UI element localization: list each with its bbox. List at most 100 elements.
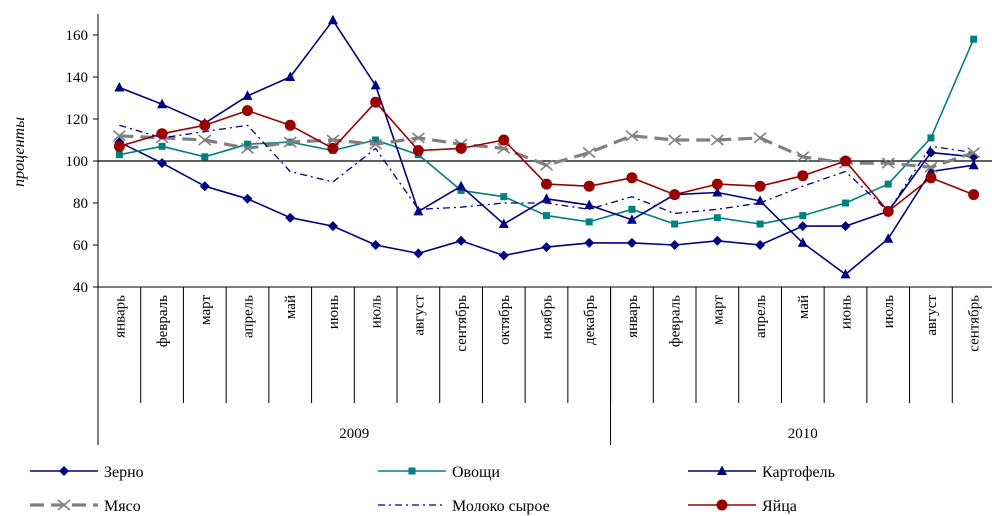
series-Овощи (115, 35, 978, 228)
x-tick-label: февраль (668, 295, 684, 347)
data-point (114, 82, 125, 92)
y-tick-label: 40 (73, 280, 88, 296)
data-point (539, 159, 554, 171)
data-point (541, 193, 552, 203)
series-Зерно (114, 137, 979, 261)
data-point (582, 146, 596, 159)
data-point (412, 145, 424, 156)
data-point (370, 79, 381, 90)
data-point (668, 134, 682, 146)
data-point (157, 98, 168, 109)
data-point (628, 205, 636, 213)
data-point (455, 142, 467, 154)
data-point (797, 170, 809, 182)
data-point (712, 187, 723, 197)
x-tick-label: январь (625, 295, 641, 338)
data-point (156, 128, 168, 140)
data-point (840, 155, 851, 167)
data-point (158, 142, 166, 150)
data-point (584, 237, 595, 248)
legend-marker (716, 499, 728, 511)
y-tick-label: 80 (73, 196, 88, 212)
data-point (244, 140, 251, 148)
data-point (201, 153, 209, 161)
x-tick-label: апрель (241, 295, 257, 338)
data-point (797, 221, 808, 232)
data-point (369, 138, 383, 150)
data-point (240, 142, 255, 155)
legend-label: Зерно (104, 464, 144, 481)
x-tick-label: август (411, 295, 427, 336)
legend-item: Зерно (30, 464, 144, 481)
data-point (413, 205, 424, 216)
legend-marker (717, 465, 727, 475)
x-tick-label: ноябрь (540, 295, 556, 339)
legend-label: Картофель (762, 464, 835, 481)
data-point (199, 181, 210, 192)
data-point (327, 221, 338, 232)
x-tick-label: май (283, 295, 299, 319)
x-tick-label: сентябрь (967, 295, 983, 352)
data-point (456, 235, 467, 246)
data-point (372, 136, 380, 144)
y-tick-label: 160 (66, 28, 89, 44)
data-point (967, 146, 981, 159)
data-point (924, 161, 938, 173)
data-point (671, 220, 679, 228)
x-tick-label: март (198, 295, 214, 325)
data-point (669, 189, 681, 201)
x-tick-label: август (924, 295, 940, 336)
data-point (457, 186, 465, 194)
data-point (242, 90, 253, 100)
data-point (327, 142, 339, 154)
legend-label: Молоко сырое (452, 498, 550, 515)
y-tick-label: 140 (66, 70, 89, 86)
series-Молоко сырое (119, 124, 974, 215)
data-point (370, 240, 381, 250)
y-tick-label: 120 (66, 112, 89, 128)
data-point (710, 134, 724, 146)
data-point (797, 237, 808, 247)
x-tick-label: март (710, 295, 726, 325)
data-point (842, 199, 849, 207)
legend-marker (59, 466, 69, 476)
data-point (285, 212, 296, 223)
series-Яйца (113, 96, 980, 217)
legend-label: Яйца (762, 498, 797, 515)
data-point (543, 212, 550, 220)
x-tick-label: декабрь (582, 295, 598, 345)
data-point (970, 35, 978, 43)
data-point (968, 159, 979, 170)
data-point (115, 151, 123, 159)
data-point (113, 140, 125, 152)
series-line (119, 124, 974, 215)
legend: Зерно Овощи Картофель Мясо Молоко сырое Яйца (30, 464, 835, 515)
data-point (413, 248, 424, 259)
data-point (799, 212, 807, 220)
data-point (585, 218, 593, 226)
data-point (500, 193, 508, 201)
data-point (283, 136, 297, 148)
data-point (626, 172, 638, 184)
data-point (498, 134, 510, 146)
legend-item: Картофель (688, 464, 835, 481)
x-tick-label: май (796, 295, 812, 319)
data-point (199, 119, 211, 131)
year-label: 2009 (339, 426, 369, 442)
data-point (541, 242, 552, 253)
data-point (882, 205, 894, 217)
data-point (541, 178, 552, 190)
data-point (498, 250, 509, 261)
data-point (968, 189, 980, 201)
legend-label: Мясо (104, 498, 141, 515)
data-point (755, 240, 766, 250)
legend-item: Молоко сырое (378, 498, 550, 515)
data-point (884, 180, 892, 188)
data-point (925, 172, 937, 184)
data-point (198, 134, 212, 146)
data-point (711, 178, 723, 190)
data-point (753, 132, 767, 144)
data-point (411, 132, 425, 144)
data-point (881, 157, 895, 169)
